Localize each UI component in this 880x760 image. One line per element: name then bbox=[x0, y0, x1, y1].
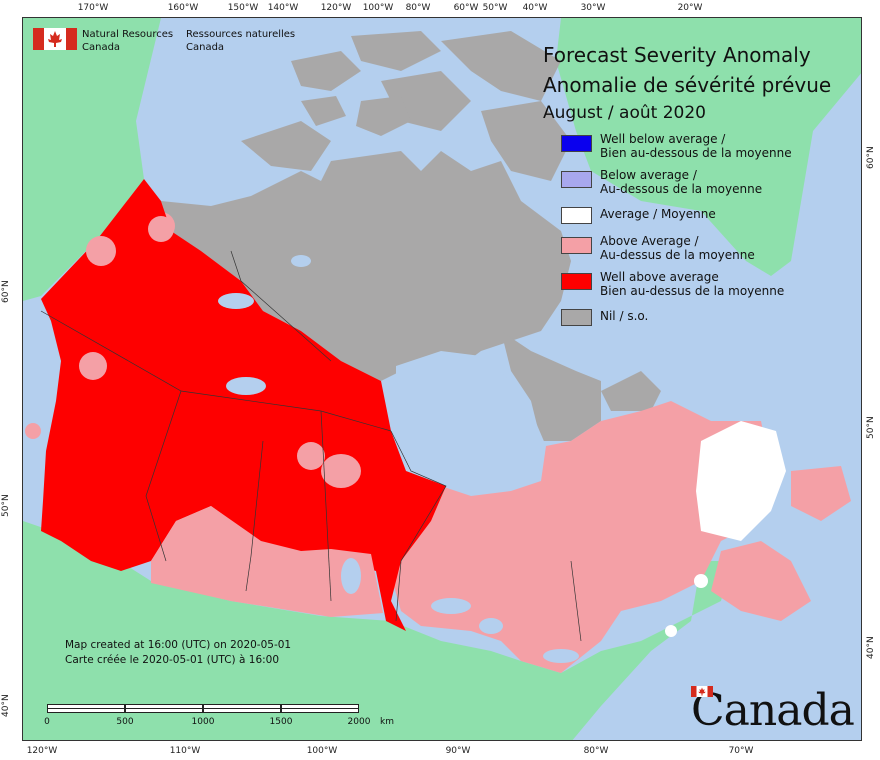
average-region bbox=[665, 421, 786, 637]
provincial-boundaries bbox=[40, 250, 582, 642]
agency-name-en: Natural Resources Canada bbox=[82, 28, 173, 54]
legend-label: Well above average Bien au-dessus de la … bbox=[600, 270, 784, 298]
greenland-land bbox=[556, 18, 861, 276]
graticule-top-label: 160°W bbox=[167, 3, 199, 13]
graticule-bottom-label: 110°W bbox=[169, 746, 201, 756]
well-above-average-region bbox=[41, 179, 446, 631]
graticule-bottom-label: 90°W bbox=[445, 746, 471, 756]
legend-label: Above Average / Au-dessus de la moyenne bbox=[600, 234, 755, 262]
graticule-top-label: 30°W bbox=[580, 3, 606, 13]
graticule-left-label: 50°N bbox=[1, 494, 11, 518]
lakes bbox=[218, 255, 579, 663]
graticule-top-label: 60°W bbox=[453, 3, 479, 13]
agency-en-line2: Canada bbox=[82, 42, 121, 53]
graticule-top-label: 80°W bbox=[405, 3, 431, 13]
united-states-land bbox=[23, 521, 731, 740]
map-canvas bbox=[23, 18, 861, 740]
wordmark-text: Canada bbox=[691, 685, 855, 736]
legend-swatch bbox=[561, 171, 592, 188]
map-date: August / août 2020 bbox=[543, 103, 706, 123]
graticule-top-label: 170°W bbox=[77, 3, 109, 13]
legend-swatch bbox=[561, 273, 592, 290]
legend-label: Below average / Au-dessous de la moyenne bbox=[600, 168, 762, 196]
scale-unit: km bbox=[380, 717, 394, 727]
agency-name-fr: Ressources naturelles Canada bbox=[186, 28, 295, 54]
legend-swatch bbox=[561, 135, 592, 152]
legend-label-line2: Bien au-dessous de la moyenne bbox=[600, 146, 792, 160]
wordmark-flag-icon bbox=[691, 686, 713, 697]
scale-label: 500 bbox=[116, 717, 134, 727]
creation-note-en: Map created at 16:00 (UTC) on 2020-05-01 bbox=[65, 639, 292, 651]
legend-swatch bbox=[561, 309, 592, 326]
agency-fr-line2: Canada bbox=[186, 42, 225, 53]
graticule-right-label: 50°N bbox=[866, 416, 876, 440]
legend-label: Nil / s.o. bbox=[600, 309, 648, 323]
graticule-right-label: 40°N bbox=[866, 636, 876, 660]
agency-fr-line1: Ressources naturelles bbox=[186, 29, 296, 40]
scale-label: 2000 bbox=[347, 717, 371, 727]
creation-note: Map created at 16:00 (UTC) on 2020-05-01… bbox=[65, 638, 291, 668]
map-panel: Natural Resources Canada Ressources natu… bbox=[22, 17, 862, 741]
graticule-top-label: 40°W bbox=[522, 3, 548, 13]
canada-wordmark: Canada bbox=[691, 685, 855, 736]
graticule-top-label: 140°W bbox=[267, 3, 299, 13]
scale-label: 0 bbox=[44, 717, 50, 727]
map-title-en: Forecast Severity Anomaly bbox=[543, 43, 811, 67]
legend-label: Well below average / Bien au-dessous de … bbox=[600, 132, 792, 160]
legend-swatch bbox=[561, 237, 592, 254]
legend-label-line2: Bien au-dessus de la moyenne bbox=[600, 284, 785, 298]
canada-flag-icon bbox=[33, 28, 77, 50]
legend-label-line1: Above Average / bbox=[600, 234, 699, 248]
above-average-inset bbox=[79, 216, 383, 617]
legend-label-line1: Well below average / bbox=[600, 132, 726, 146]
title-block: Forecast Severity Anomaly Anomalie de sé… bbox=[543, 40, 831, 126]
graticule-right-label: 60°N bbox=[866, 146, 876, 170]
legend-label-line1: Well above average bbox=[600, 270, 719, 284]
graticule-bottom-label: 120°W bbox=[26, 746, 58, 756]
creation-note-fr: Carte créée le 2020-05-01 (UTC) à 16:00 bbox=[65, 654, 280, 666]
map-title-fr: Anomalie de sévérité prévue bbox=[543, 73, 832, 97]
legend-label-line2: Au-dessus de la moyenne bbox=[600, 248, 755, 262]
legend-label-line1: Average / Moyenne bbox=[600, 207, 716, 221]
graticule-left-label: 60°N bbox=[1, 280, 11, 304]
scale-label: 1500 bbox=[269, 717, 293, 727]
legend-label: Average / Moyenne bbox=[600, 207, 716, 221]
nil-region bbox=[161, 31, 661, 441]
graticule-top-label: 50°W bbox=[482, 3, 508, 13]
hudson-bay bbox=[396, 351, 546, 496]
alaska-land bbox=[23, 18, 161, 301]
graticule-top-label: 100°W bbox=[362, 3, 394, 13]
graticule-top-label: 150°W bbox=[227, 3, 259, 13]
graticule-top-label: 120°W bbox=[320, 3, 352, 13]
graticule-bottom-label: 100°W bbox=[306, 746, 338, 756]
legend-swatch bbox=[561, 207, 592, 224]
graticule-top-label: 20°W bbox=[677, 3, 703, 13]
legend-label-line1: Nil / s.o. bbox=[600, 309, 649, 323]
scale-label: 1000 bbox=[191, 717, 215, 727]
graticule-bottom-label: 70°W bbox=[728, 746, 754, 756]
graticule-bottom-label: 80°W bbox=[583, 746, 609, 756]
scale-bar-midline bbox=[47, 708, 359, 709]
agency-en-line1: Natural Resources bbox=[82, 29, 174, 40]
graticule-left-label: 40°N bbox=[1, 694, 11, 718]
legend-label-line1: Below average / bbox=[600, 168, 697, 182]
legend-label-line2: Au-dessous de la moyenne bbox=[600, 182, 763, 196]
